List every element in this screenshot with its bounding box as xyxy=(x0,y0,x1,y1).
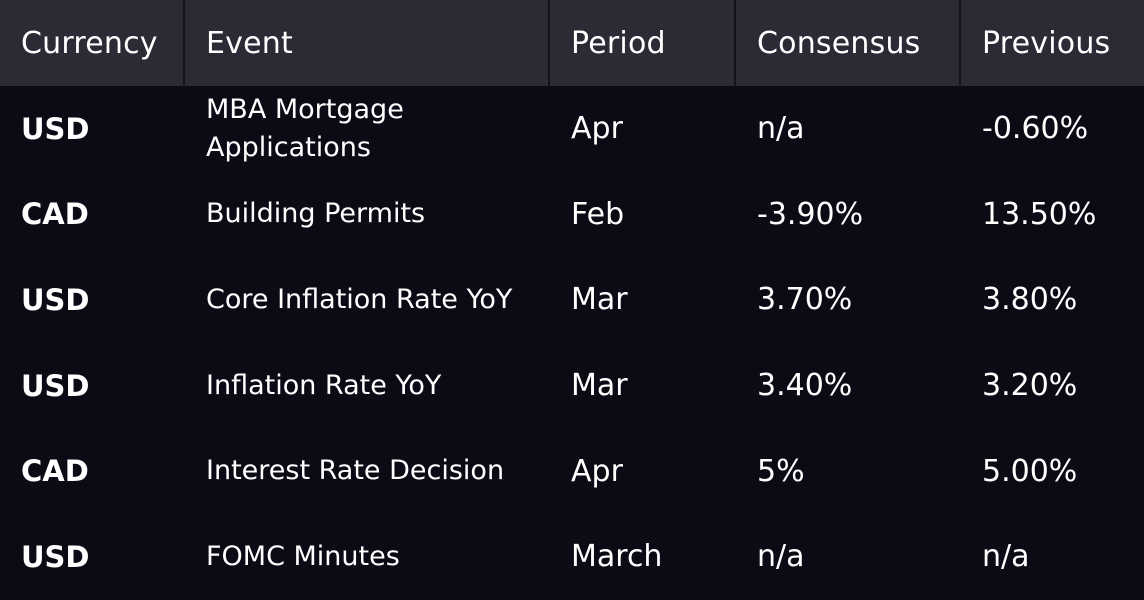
event-cell: Inflation Rate YoY xyxy=(206,369,442,401)
table-row: USD Inflation Rate YoY Mar 3.40% 3.20% xyxy=(0,343,1144,429)
table-header: Currency Event Period Consensus Previous xyxy=(0,0,1144,86)
period-cell: March xyxy=(571,539,663,575)
event-cell: Core Inflation Rate YoY xyxy=(206,283,513,315)
currency-cell: USD xyxy=(21,368,90,403)
column-header-event: Event xyxy=(185,0,550,86)
column-header-period: Period xyxy=(550,0,736,86)
table-row: USD Core Inflation Rate YoY Mar 3.70% 3.… xyxy=(0,257,1144,343)
consensus-cell: n/a xyxy=(757,111,805,147)
event-cell: FOMC Minutes xyxy=(206,540,400,572)
event-cell: Interest Rate Decision xyxy=(206,455,505,487)
event-cell: MBA Mortgage Applications xyxy=(206,93,404,163)
column-header-previous: Previous xyxy=(982,25,1111,61)
period-cell: Feb xyxy=(571,196,625,232)
consensus-cell: 5% xyxy=(757,453,805,489)
currency-cell: USD xyxy=(21,111,90,146)
previous-cell: 3.80% xyxy=(982,282,1078,318)
table-row: CAD Interest Rate Decision Apr 5% 5.00% xyxy=(0,428,1144,514)
previous-cell: 5.00% xyxy=(982,453,1078,489)
currency-cell: CAD xyxy=(21,197,89,232)
currency-cell: USD xyxy=(21,539,90,574)
consensus-cell: 3.70% xyxy=(757,282,853,318)
previous-cell: n/a xyxy=(982,539,1030,575)
table-body: USD MBA Mortgage Applications Apr n/a -0… xyxy=(0,86,1144,600)
previous-cell: 13.50% xyxy=(982,196,1097,232)
consensus-cell: 3.40% xyxy=(757,368,853,404)
event-cell: Building Permits xyxy=(206,198,426,230)
column-header-currency: Currency xyxy=(0,0,185,86)
column-header-consensus: Consensus xyxy=(736,0,961,86)
currency-cell: USD xyxy=(21,282,90,317)
period-cell: Apr xyxy=(571,111,623,147)
previous-cell: 3.20% xyxy=(982,368,1078,404)
consensus-cell: n/a xyxy=(757,539,805,575)
table-row: USD FOMC Minutes March n/a n/a xyxy=(0,514,1144,600)
previous-cell: -0.60% xyxy=(982,111,1089,147)
currency-cell: CAD xyxy=(21,454,89,489)
period-cell: Mar xyxy=(571,368,628,404)
period-cell: Apr xyxy=(571,453,623,489)
table-row: USD MBA Mortgage Applications Apr n/a -0… xyxy=(0,86,1144,172)
period-cell: Mar xyxy=(571,282,628,318)
table-row: CAD Building Permits Feb -3.90% 13.50% xyxy=(0,172,1144,258)
consensus-cell: -3.90% xyxy=(757,196,864,232)
